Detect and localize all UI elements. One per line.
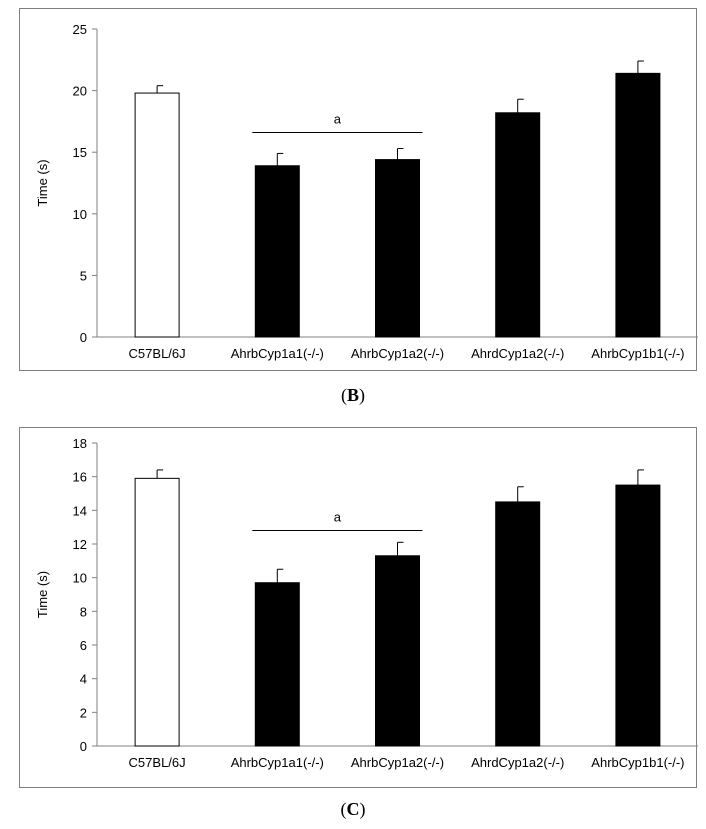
chart-b-bar [495,112,541,338]
chart-c-y-tick-label: 2 [80,705,87,720]
chart-c-y-tick-label: 16 [73,470,87,485]
chart-b-bar [615,72,661,338]
chart-b-y-tick-label: 25 [73,22,87,37]
chart-c-y-tick-label: 10 [73,571,87,586]
chart-c-frame [19,427,697,788]
chart-c-y-tick-label: 14 [73,503,87,518]
chart-c-y-tick-label: 8 [80,604,87,619]
chart-b-bar [134,92,180,338]
panel-label-c: (C) [340,799,366,819]
chart-b-y-axis-label: Time (s) [35,159,50,206]
chart-c-y-tick-label: 12 [73,537,87,552]
chart-c-bar [134,477,180,747]
chart-b-frame [19,8,697,371]
chart-b-bar [254,165,300,338]
chart-c-y-axis-label: Time (s) [35,571,50,618]
chart-b-annotation-label: a [334,111,342,126]
chart-b-y-tick-label: 0 [80,330,87,345]
chart-b: 0 5 10 15 20 25 Time (s) C57BL/6J AhrbCyp1a1(-/-… [35,22,698,361]
chart-b-category-label: C57BL/6J [129,346,186,361]
chart-b-category-label: AhrbCyp1a1(-/-) [231,346,324,361]
chart-b-category-label: AhrbCyp1a2(-/-) [351,346,444,361]
chart-c-category-label: C57BL/6J [129,755,186,770]
chart-c-bar [615,484,661,747]
chart-c-y-tick-label: 6 [80,638,87,653]
panel-label-b: (B) [340,385,365,405]
chart-c-bar [254,582,300,747]
chart-c-y-tick-label: 4 [80,672,87,687]
chart-c-y-tick-label: 18 [73,436,87,451]
chart-c-bar [375,555,420,747]
chart-c-bar [495,501,541,747]
chart-b-y-tick-label: 15 [73,145,87,160]
panel-label-c-letter: C [346,799,360,819]
chart-b-y-tick-label: 20 [73,84,87,99]
chart-b-bar [375,159,420,338]
chart-b-y-tick-label: 10 [73,207,87,222]
chart-b-y-tick-label: 5 [80,268,87,283]
chart-c-annotation-label: a [334,510,342,525]
panel-label-b-letter: B [346,385,359,405]
chart-c-category-label: AhrbCyp1a1(-/-) [231,755,324,770]
chart-b-category-label: AhrdCyp1a2(-/-) [471,346,564,361]
chart-c-category-label: AhrbCyp1b1(-/-) [591,755,684,770]
chart-c-category-label: AhrbCyp1a2(-/-) [351,755,444,770]
chart-c-category-label: AhrdCyp1a2(-/-) [471,755,564,770]
chart-b-category-label: AhrbCyp1b1(-/-) [591,346,684,361]
chart-c-y-tick-label: 0 [80,739,87,754]
